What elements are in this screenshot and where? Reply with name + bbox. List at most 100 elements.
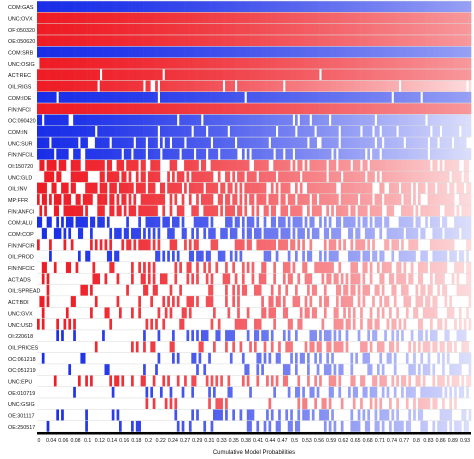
heatmap-cell: [292, 103, 296, 115]
heatmap-cell: [364, 69, 368, 81]
heatmap-cell: [198, 35, 202, 47]
heatmap-cell: [333, 250, 337, 262]
heatmap-cell: [350, 23, 354, 35]
heatmap-cell: [121, 69, 125, 81]
heatmap-cell: [80, 114, 84, 126]
heatmap-cell: [244, 35, 248, 47]
heatmap-cell: [193, 182, 197, 194]
heatmap-cell: [268, 307, 272, 319]
heatmap-cell: [352, 171, 356, 183]
heatmap-cell: [381, 250, 385, 262]
heatmap-cell: [46, 23, 50, 35]
heatmap-cell: [463, 318, 467, 330]
heatmap-cell: [434, 227, 438, 239]
heatmap-cell: [427, 397, 431, 410]
heatmap-cell: [302, 1, 305, 13]
heatmap-cell: [396, 114, 399, 126]
heatmap-cell: [357, 159, 361, 171]
heatmap-cell: [220, 46, 223, 58]
heatmap-cell: [111, 193, 115, 205]
heatmap-cell: [270, 239, 274, 251]
heatmap-cell: [362, 284, 366, 296]
heatmap-cell: [109, 80, 113, 92]
heatmap-cell: [140, 125, 144, 137]
heatmap-cell: [454, 397, 457, 410]
heatmap-cell: [333, 375, 337, 387]
heatmap-cell: [58, 46, 62, 58]
heatmap-cell: [328, 1, 332, 13]
heatmap-cell: [73, 148, 76, 160]
heatmap-cell: [227, 46, 231, 58]
heatmap-cell: [152, 375, 156, 387]
heatmap-cell: [362, 69, 366, 81]
heatmap-cell: [348, 103, 351, 115]
heatmap-cell: [287, 182, 291, 194]
heatmap-cell: [251, 193, 255, 205]
heatmap-cell: [362, 57, 366, 69]
heatmap-cell: [466, 148, 469, 160]
heatmap-cell: [343, 171, 346, 183]
heatmap-cell: [386, 261, 390, 274]
heatmap-cell: [65, 125, 69, 137]
heatmap-cell: [422, 91, 426, 103]
row-label: UNC:OVX: [8, 17, 33, 23]
heatmap-cell: [213, 114, 216, 126]
heatmap-cell: [369, 341, 373, 353]
heatmap-cell: [111, 409, 115, 421]
heatmap-cell: [352, 284, 356, 296]
heatmap-cell: [51, 1, 55, 13]
heatmap-cell: [422, 182, 426, 194]
heatmap-cell: [422, 307, 426, 319]
heatmap-cell: [319, 352, 322, 364]
heatmap-cell: [311, 80, 315, 92]
heatmap-cell: [246, 91, 250, 103]
x-tick-label: 0.29: [192, 438, 202, 444]
heatmap-cell: [422, 420, 426, 432]
heatmap-cell: [381, 1, 385, 13]
heatmap-cell: [278, 91, 281, 103]
heatmap-cell: [75, 171, 79, 183]
heatmap-cell: [403, 182, 407, 194]
heatmap-cell: [138, 261, 141, 274]
heatmap-cell: [102, 182, 105, 194]
heatmap-cell: [234, 46, 238, 58]
heatmap-cell: [94, 137, 98, 149]
heatmap-cell: [254, 329, 257, 342]
heatmap-cell: [415, 205, 419, 217]
heatmap-cell: [184, 182, 187, 194]
heatmap-cell: [396, 307, 399, 319]
heatmap-cell: [58, 114, 62, 126]
heatmap-cell: [333, 46, 337, 58]
heatmap-cell: [343, 1, 346, 13]
heatmap-cell: [102, 137, 105, 149]
heatmap-cell: [328, 23, 332, 35]
heatmap-cell: [369, 91, 373, 103]
heatmap-cell: [425, 125, 428, 137]
heatmap-cell: [102, 216, 105, 228]
heatmap-cell: [99, 12, 103, 24]
heatmap-cell: [215, 1, 219, 13]
heatmap-cell: [159, 69, 163, 81]
heatmap-cell: [157, 159, 161, 171]
heatmap-cell: [304, 409, 308, 421]
heatmap-cell: [73, 103, 76, 115]
heatmap-cell: [193, 80, 197, 92]
heatmap-cell: [138, 148, 141, 160]
heatmap-cell: [314, 205, 317, 217]
heatmap-cell: [232, 137, 236, 149]
heatmap-cell: [106, 80, 110, 92]
heatmap-cell: [234, 91, 238, 103]
heatmap-cell: [294, 91, 298, 103]
heatmap-cell: [454, 227, 457, 239]
heatmap-cell: [85, 103, 88, 115]
heatmap-cell: [384, 57, 387, 69]
heatmap-cell: [430, 23, 433, 35]
heatmap-cell: [427, 125, 431, 137]
heatmap-cell: [307, 227, 310, 239]
heatmap-cell: [275, 137, 279, 149]
heatmap-cell: [169, 159, 173, 171]
heatmap-cell: [319, 103, 322, 115]
heatmap-cell: [220, 1, 223, 13]
heatmap-cell: [432, 307, 436, 319]
x-tick-label: 0.08: [70, 438, 80, 444]
